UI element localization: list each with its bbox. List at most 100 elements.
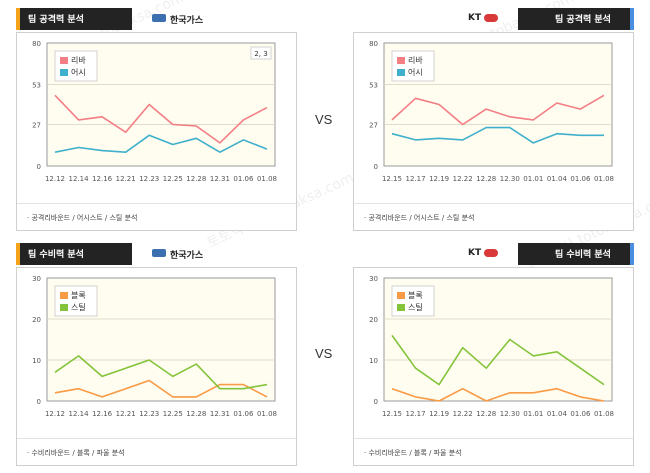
y-tick-label: 27 [369, 121, 378, 129]
x-tick-label: 12.15 [382, 175, 402, 183]
team-logo-icon [484, 14, 498, 22]
plot-area [46, 277, 276, 402]
x-tick-label: 12.17 [406, 175, 426, 183]
series-line-스틸 [391, 334, 605, 386]
x-tick-label: 12.22 [453, 410, 473, 418]
x-tick-label: 12.31 [210, 175, 230, 183]
x-tick-label: 12.16 [92, 175, 113, 183]
header-bar [20, 8, 132, 30]
x-tick-label: 12.21 [116, 175, 136, 183]
panel-footer: · 공격리바운드 / 어시스트 / 스틸 분석 [27, 214, 138, 222]
x-tick-label: 12.19 [429, 410, 449, 418]
x-tick-label: 12.12 [45, 410, 65, 418]
panel-footer: · 수비리바운드 / 블록 / 파울 분석 [27, 449, 125, 457]
legend-swatch [397, 304, 405, 311]
legend-swatch [60, 304, 68, 311]
x-tick-label: 12.15 [382, 410, 402, 418]
x-tick-label: 12.12 [45, 175, 65, 183]
legend-label: 블록 [71, 290, 86, 300]
x-tick-label: 01.04 [547, 410, 568, 418]
chart-box: 0 10 20 30 12.15 12.17 12.19 12.22 12.28 12.30 01.… [353, 267, 634, 466]
legend-swatch [60, 69, 68, 76]
chart-box: 0 10 20 30 12.12 12.14 12.16 12.21 12.23 12.25 12.… [16, 267, 297, 466]
chart-panel-def-home: 팀 수비력 분석 한국가스 0 10 20 30 12.12 12.14 12.16 12.21 1… [16, 243, 297, 466]
panel-title: 팀 공격력 분석 [28, 15, 84, 25]
y-tick-label: 0 [37, 163, 41, 171]
x-tick-label: 12.28 [476, 175, 496, 183]
panel-header: 팀 수비력 분석 한국가스 [16, 243, 297, 265]
x-tick-label: 12.31 [210, 410, 230, 418]
header-accent [630, 243, 634, 265]
y-tick-label: 0 [374, 163, 378, 171]
x-tick-label: 01.06 [570, 410, 591, 418]
y-tick-label: 80 [32, 40, 41, 48]
x-tick-label: 01.08 [594, 175, 614, 183]
team-name: KT [468, 13, 482, 23]
legend-label: 리바 [408, 55, 423, 65]
series-line-리바 [391, 94, 605, 126]
x-tick-label: 01.08 [257, 175, 277, 183]
y-tick-label: 20 [369, 316, 378, 324]
y-tick-label: 30 [369, 275, 378, 283]
panel-title: 팀 수비력 분석 [555, 250, 611, 260]
x-tick-label: 01.06 [233, 175, 254, 183]
x-tick-label: 12.28 [186, 410, 206, 418]
team-logo-icon [152, 14, 166, 22]
chart-panel-off-away: 팀 공격력 분석 KT 0 27 53 80 12.15 12.17 12.19 12.22 12.… [353, 8, 634, 231]
footer-divider [354, 438, 633, 439]
x-tick-label: 01.06 [570, 175, 591, 183]
y-tick-label: 53 [369, 82, 378, 90]
y-tick-label: 0 [374, 398, 378, 406]
legend-label: 스틸 [408, 302, 423, 312]
legend-swatch [397, 57, 405, 64]
legend-label: 리바 [71, 55, 86, 65]
x-tick-label: 12.23 [139, 410, 159, 418]
legend-swatch [60, 57, 68, 64]
x-tick-label: 12.21 [116, 410, 136, 418]
chart-panel-off-home: 팀 공격력 분석 한국가스 0 27 53 80 12.12 12.14 12.16 12.21 1… [16, 8, 297, 231]
x-tick-label: 12.25 [163, 410, 183, 418]
header-accent [16, 8, 20, 30]
x-tick-label: 01.08 [257, 410, 277, 418]
legend-label: 블록 [408, 290, 423, 300]
x-tick-label: 12.14 [69, 175, 90, 183]
marker-box [250, 46, 272, 60]
chart-box: 0 27 53 80 12.12 12.14 12.16 12.21 12.23 12.25 12.… [16, 32, 297, 231]
y-tick-label: 20 [32, 316, 41, 324]
legend-swatch [397, 292, 405, 299]
panel-footer: · 수비리바운드 / 블록 / 파울 분석 [364, 449, 462, 457]
x-tick-label: 12.30 [500, 410, 520, 418]
x-tick-label: 01.08 [594, 410, 614, 418]
x-tick-label: 12.25 [163, 175, 183, 183]
y-tick-label: 10 [369, 357, 378, 365]
team-name: 한국가스 [170, 16, 204, 26]
team-name: KT [468, 248, 482, 258]
series-line-어시 [391, 126, 604, 144]
header-accent [630, 8, 634, 30]
x-tick-label: 01.04 [547, 175, 568, 183]
vs-label-offense: VS [315, 112, 333, 127]
x-tick-label: 12.23 [139, 175, 159, 183]
y-tick-label: 10 [32, 357, 41, 365]
y-tick-label: 30 [32, 275, 41, 283]
legend-swatch [60, 292, 68, 299]
series-line-블록 [54, 379, 268, 398]
x-tick-label: 12.30 [500, 175, 520, 183]
x-tick-label: 12.14 [69, 410, 90, 418]
series-line-리바 [54, 94, 268, 144]
chart-panel-def-away: 팀 수비력 분석 KT 0 10 20 30 12.15 12.17 12.19 12.22 12.… [353, 243, 634, 466]
panel-title: 팀 수비력 분석 [28, 250, 84, 260]
team-name: 한국가스 [170, 251, 204, 261]
panel-header: 팀 공격력 분석 KT [353, 8, 634, 30]
team-logo-icon [152, 249, 166, 257]
footer-divider [17, 203, 296, 204]
chart-box: 0 27 53 80 12.15 12.17 12.19 12.22 12.28 12.30 01.… [353, 32, 634, 231]
y-tick-label: 80 [369, 40, 378, 48]
marker-label: 2, 3 [254, 50, 267, 58]
x-tick-label: 01.01 [523, 410, 543, 418]
header-bar [20, 243, 132, 265]
series-line-어시 [54, 134, 268, 153]
